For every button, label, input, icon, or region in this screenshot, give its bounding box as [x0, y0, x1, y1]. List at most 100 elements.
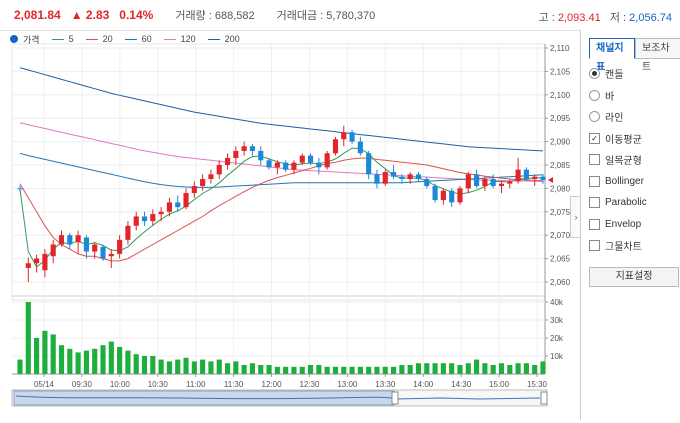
volume-bar [34, 338, 40, 374]
volume-bar [17, 359, 23, 374]
chart-type-bar[interactable]: 바 [589, 85, 677, 107]
checkbox-icon[interactable] [589, 175, 600, 187]
option-label: 일목균형 [605, 156, 642, 168]
legend-label: 5 [68, 34, 74, 44]
candle-body [523, 169, 529, 180]
candle-body [374, 174, 380, 184]
volume-bar [382, 366, 388, 374]
indicator-settings-button[interactable]: 지표설정 [589, 266, 679, 287]
chart-type-options: 캔들 바 라인 ✓ 이동평균 일목균형 Bollinger Parabolic E… [589, 63, 677, 257]
volume-bar [125, 350, 131, 374]
tab-channel-indicators[interactable]: 채널지표 [589, 38, 635, 73]
time-tick-label: 15:30 [527, 380, 548, 389]
volume-tick-label: 40k [550, 298, 564, 307]
volume-bar [490, 365, 496, 374]
quote-header: 2,081.84 ▲ 2.83 0.14% 거래량 : 688,582 거래대금… [0, 0, 680, 31]
candle-body [117, 239, 123, 254]
radio-icon[interactable] [589, 89, 600, 101]
option-label: 바 [605, 91, 615, 103]
candle-body [424, 179, 430, 187]
candle-body [349, 132, 355, 142]
volume-bar [415, 363, 422, 374]
candle-body [482, 179, 488, 187]
volume-readout: 거래량 : 688,582 [175, 7, 254, 23]
indicator-net-chart[interactable]: 그물차트 [589, 235, 677, 257]
legend-item[interactable]: 200 [207, 34, 240, 44]
candle-body [241, 146, 247, 151]
chart-area[interactable]: 2,110 2,105 2,100 2,095 2,090 2,085 2,080 2,075… [0, 30, 580, 420]
candle-body [249, 146, 256, 151]
price-chart[interactable]: 2,110 2,105 2,100 2,095 2,090 2,085 2,080 2,075… [0, 30, 580, 420]
candle-body [490, 179, 496, 187]
candle-body [332, 139, 339, 154]
indicator-moving-average[interactable]: ✓ 이동평균 [589, 128, 677, 150]
candle-body [25, 263, 31, 268]
legend-line-icon [51, 38, 64, 40]
legend-item[interactable]: 60 [124, 34, 152, 44]
time-tick-label: 14:00 [413, 380, 434, 389]
volume-bar [241, 365, 247, 374]
legend-line-icon [207, 38, 220, 40]
candle-body [540, 176, 546, 180]
checkbox-icon[interactable] [589, 240, 600, 252]
candle-body [216, 164, 222, 175]
candle-body [50, 244, 56, 257]
legend-item[interactable]: 120 [163, 34, 196, 44]
candle-body [341, 132, 347, 140]
candle-body [150, 214, 156, 222]
legend-item[interactable]: 5 [51, 34, 74, 44]
volume-bar [357, 366, 363, 374]
volume-bar [532, 365, 538, 374]
candle-body [399, 176, 405, 180]
time-tick-label: 15:00 [489, 380, 510, 389]
indicator-bollinger[interactable]: Bollinger [589, 171, 677, 193]
time-tick-label: 09:30 [72, 380, 93, 389]
radio-icon[interactable] [589, 111, 600, 123]
time-tick-label: 10:00 [110, 380, 131, 389]
volume-bar [316, 365, 322, 374]
volume-bar [166, 361, 173, 374]
chart-type-candle[interactable]: 캔들 [589, 63, 677, 85]
checkbox-icon[interactable] [589, 218, 600, 230]
volume-bar [498, 363, 505, 374]
radio-selected-icon[interactable] [589, 68, 600, 80]
candle-body [58, 235, 65, 245]
candle-body [158, 211, 164, 215]
volume-bar [283, 366, 289, 374]
checkbox-checked-icon[interactable]: ✓ [589, 132, 600, 144]
low-label: 저 : [609, 12, 630, 24]
option-label: 그물차트 [605, 242, 642, 254]
volume-bar [507, 365, 513, 374]
legend-item[interactable]: 20 [85, 34, 113, 44]
volume-bar [341, 366, 347, 374]
volume-bar [141, 356, 148, 374]
volume-bar [133, 354, 139, 374]
price-tick-label: 2,090 [550, 138, 571, 147]
candle-body [498, 183, 505, 187]
chart-type-line[interactable]: 라인 [589, 106, 677, 128]
indicator-ichimoku[interactable]: 일목균형 [589, 149, 677, 171]
candle-body [299, 155, 305, 163]
candle-body [125, 225, 131, 240]
candle-body [17, 188, 23, 190]
indicator-envelop[interactable]: Envelop [589, 214, 677, 236]
candle-body [34, 258, 40, 264]
time-tick-label: 12:30 [299, 380, 320, 389]
volume-bar [523, 363, 529, 374]
checkbox-icon[interactable] [589, 197, 600, 209]
volume-bar [515, 363, 521, 374]
volume-bar [366, 366, 372, 374]
tab-sub-chart[interactable]: 보조차트 [635, 38, 680, 73]
candle-body [274, 162, 280, 168]
volume-bar [440, 363, 446, 374]
legend-item[interactable]: 가격 [10, 33, 40, 46]
last-price-marker [548, 176, 553, 183]
indicator-parabolic[interactable]: Parabolic [589, 192, 677, 214]
candle-body [92, 244, 98, 252]
candle-body [191, 186, 197, 194]
checkbox-icon[interactable] [589, 154, 600, 166]
candle-body [42, 253, 48, 271]
option-label: 라인 [605, 113, 624, 125]
legend-dot-icon [10, 35, 18, 43]
legend-label: 가격 [23, 34, 40, 45]
